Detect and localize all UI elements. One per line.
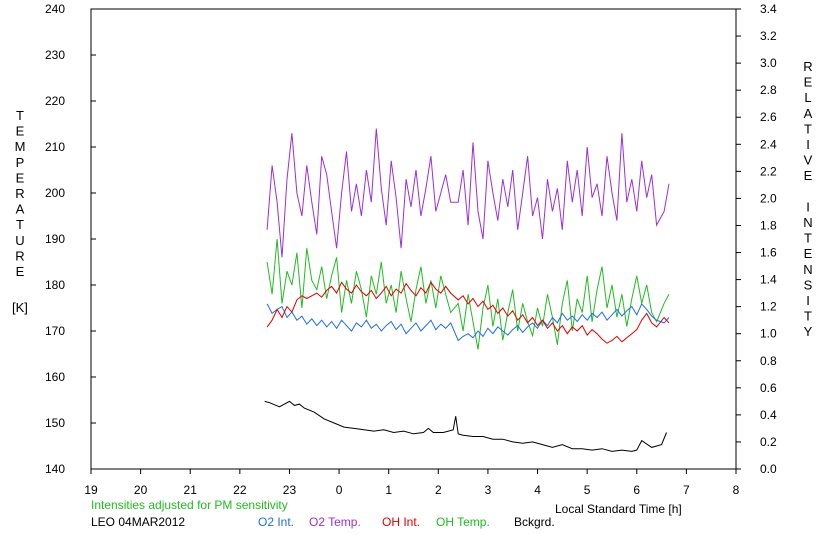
left-axis-letter: R: [15, 186, 24, 201]
left-axis-letter: U: [15, 233, 24, 248]
right-axis-letter: L: [804, 90, 811, 105]
right-tick-label: 2.4: [760, 137, 777, 151]
right-tick-label: 0.4: [760, 408, 777, 422]
right-tick-label: 0.8: [760, 354, 777, 368]
right-tick-label: 1.2: [760, 300, 777, 314]
legend-entry: O2 Temp.: [309, 515, 361, 529]
series-line-oh-int: [266, 281, 670, 344]
x-tick-label: 6: [633, 483, 640, 497]
right-axis-letter: N: [803, 215, 812, 230]
left-tick-label: 240: [45, 2, 65, 16]
x-tick-label: 5: [584, 483, 591, 497]
series-layer: [264, 128, 670, 452]
x-axis-title: Local Standard Time [h]: [555, 502, 682, 516]
right-axis: 0.0 0.2 0.4 0.6 0.8 1.0 1.2 1.4 1.6 1.8 2.0 2.2 2.4 2…: [736, 2, 777, 476]
right-axis-letter: I: [806, 199, 810, 214]
left-tick-label: 230: [45, 48, 65, 62]
series-line-oh-temp: [266, 238, 670, 350]
x-tick-label: 7: [683, 483, 690, 497]
x-tick-label: 21: [184, 483, 198, 497]
station-date: LEO 04MAR2012: [91, 515, 185, 529]
left-tick-label: 180: [45, 278, 65, 292]
right-axis-letter: V: [804, 153, 813, 168]
right-axis-letter: I: [806, 293, 810, 308]
right-tick-label: 1.6: [760, 246, 777, 260]
right-axis-letter: I: [806, 137, 810, 152]
right-axis-letter: T: [804, 231, 812, 246]
x-tick-label: 3: [485, 483, 492, 497]
series-line-o2-temp: [266, 128, 670, 258]
left-tick-label: 220: [45, 94, 65, 108]
right-axis-letter: N: [803, 262, 812, 277]
left-tick-label: 200: [45, 186, 65, 200]
left-axis-letter: T: [16, 217, 24, 232]
right-axis-letter: A: [804, 106, 813, 121]
right-tick-label: 3.2: [760, 29, 777, 43]
left-tick-label: 150: [45, 416, 65, 430]
right-tick-label: 0.2: [760, 435, 777, 449]
right-axis-letter: T: [804, 309, 812, 324]
left-axis-letter: A: [16, 202, 25, 217]
legend: O2 Int. O2 Temp. OH Int. OH Temp. Bckgrd.: [258, 515, 555, 529]
right-tick-label: 3.4: [760, 2, 777, 16]
left-tick-label: 210: [45, 140, 65, 154]
legend-entry: OH Temp.: [436, 515, 490, 529]
sensitivity-note: Intensities adjusted for PM sensitivity: [91, 498, 288, 512]
legend-entry: Bckgrd.: [514, 515, 555, 529]
left-axis-letter: E: [16, 124, 25, 139]
left-axis-letter: R: [15, 248, 24, 263]
x-tick-label: 4: [534, 483, 541, 497]
legend-entry: OH Int.: [382, 515, 420, 529]
right-tick-label: 2.6: [760, 110, 777, 124]
left-axis-letter: E: [16, 264, 25, 279]
right-tick-label: 0.0: [760, 462, 777, 476]
x-tick-label: 22: [233, 483, 247, 497]
x-tick-label: 23: [283, 483, 297, 497]
left-axis-letter: P: [16, 155, 25, 170]
right-axis-letter: E: [804, 246, 813, 261]
left-axis-letter: E: [16, 170, 25, 185]
right-tick-label: 2.0: [760, 191, 777, 205]
left-tick-label: 170: [45, 324, 65, 338]
right-axis-letter: S: [804, 277, 813, 292]
right-axis-letter: E: [804, 75, 813, 90]
right-tick-label: 0.6: [760, 381, 777, 395]
x-tick-label: 0: [336, 483, 343, 497]
x-tick-label: 20: [134, 483, 148, 497]
right-tick-label: 2.2: [760, 164, 777, 178]
right-tick-label: 1.0: [760, 327, 777, 341]
legend-entry: O2 Int.: [258, 515, 294, 529]
x-tick-label: 2: [435, 483, 442, 497]
series-line-o2-int: [266, 302, 670, 342]
left-axis-unit: [K]: [12, 300, 28, 315]
left-tick-label: 190: [45, 232, 65, 246]
right-tick-label: 1.4: [760, 273, 777, 287]
right-axis-letter: E: [804, 168, 813, 183]
left-tick-label: 140: [45, 462, 65, 476]
right-tick-label: 2.8: [760, 83, 777, 97]
right-axis-letter: R: [803, 59, 812, 74]
left-axis-letter: T: [16, 108, 24, 123]
right-tick-label: 1.8: [760, 218, 777, 232]
x-axis: 19 20 21 22 23 0 1 2 3 4 5 6 7 8: [84, 469, 740, 497]
series-line-bckgrd: [264, 400, 667, 452]
left-axis: 140 150 160 170 180 190 200 210 220 230 240: [45, 2, 96, 476]
x-tick-label: 19: [84, 483, 98, 497]
right-axis-letter: T: [804, 121, 812, 136]
x-tick-label: 8: [733, 483, 740, 497]
left-axis-letter: M: [15, 139, 26, 154]
right-tick-label: 3.0: [760, 56, 777, 70]
right-axis-letter: Y: [804, 324, 813, 339]
left-tick-label: 160: [45, 370, 65, 384]
x-tick-label: 1: [385, 483, 392, 497]
